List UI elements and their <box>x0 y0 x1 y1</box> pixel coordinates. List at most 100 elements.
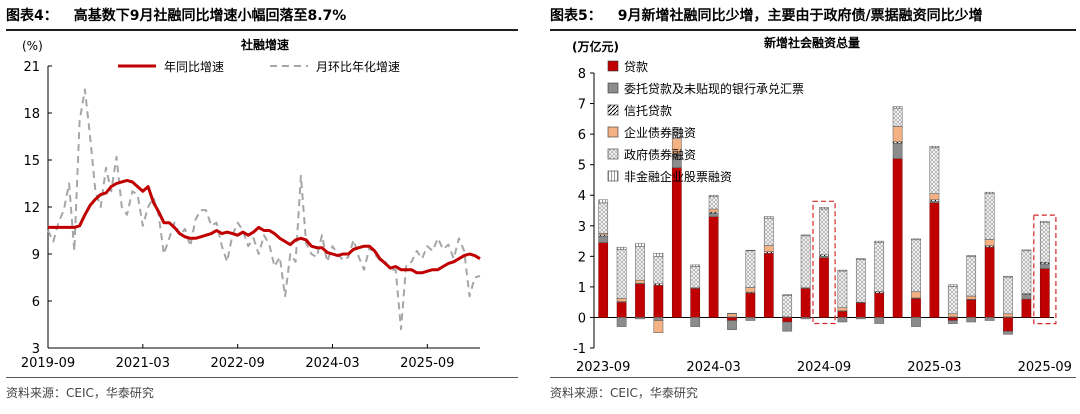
bar-segment <box>1039 222 1050 263</box>
chart-title: 社融增速 <box>240 37 289 52</box>
y-tick-label: 6 <box>578 128 586 143</box>
bar-segment <box>1021 250 1032 294</box>
bar-segment <box>874 317 885 324</box>
bar-segment <box>745 287 756 293</box>
bar-segment <box>1021 249 1032 252</box>
bar-segment <box>1003 275 1013 278</box>
bar-segment <box>653 317 664 321</box>
bar-segment <box>911 291 921 299</box>
bar-segment <box>1021 298 1032 318</box>
legend-swatch <box>607 82 619 94</box>
legend-swatch <box>607 60 619 72</box>
figure-4-title-text: 高基数下9月社融同比增速小幅回落至8.7% <box>73 8 347 24</box>
bar-segment <box>929 146 940 149</box>
y-tick-label: -1 <box>573 342 586 357</box>
bar-segment <box>1003 317 1013 332</box>
bar-segment <box>782 317 793 323</box>
bar-segment <box>635 243 645 247</box>
bar-segment <box>635 283 645 318</box>
legend-label: 政府债券融资 <box>624 147 696 162</box>
bar-segment <box>745 317 756 321</box>
x-tick-label: 2025-03 <box>907 360 961 375</box>
bar-segment <box>819 208 829 256</box>
bar-segment <box>800 317 811 320</box>
bar-segment <box>598 202 609 234</box>
x-tick-label: 2025-09 <box>1018 360 1072 375</box>
bar-segment <box>1003 313 1013 318</box>
bar-segment <box>984 239 995 246</box>
bar-segment <box>708 196 719 210</box>
figure-5-title-text: 9月新增社融同比少增，主要由于政府债/票据融资同比少增 <box>617 8 983 24</box>
bar-segment <box>727 313 737 318</box>
bar-segment <box>690 317 701 327</box>
bar-segment <box>763 217 774 246</box>
bar-segment <box>1039 220 1050 223</box>
bar-segment <box>819 257 829 318</box>
bar-segment <box>966 317 977 323</box>
figure-4-title: 图表4： 高基数下9月社融同比增速小幅回落至8.7% <box>6 4 518 31</box>
y-tick-label: 2 <box>578 250 586 265</box>
mom-annualized-line <box>47 88 481 331</box>
bar-segment <box>635 317 645 320</box>
legend-label: 委托贷款及未贴现的银行承兑汇票 <box>624 81 804 96</box>
bar-segment <box>763 253 774 318</box>
bar-segment <box>727 312 737 315</box>
bar-segment <box>616 246 627 250</box>
bar-segment <box>690 266 701 289</box>
y-tick-label: 0 <box>578 311 586 326</box>
bar-segment <box>892 143 903 159</box>
bar-segment <box>855 317 866 320</box>
y-tick-label: 3 <box>578 220 586 235</box>
bar-segment <box>671 167 682 318</box>
bar-segment <box>1003 276 1013 315</box>
bar-segment <box>727 317 737 321</box>
bar-segment <box>966 255 977 257</box>
figure-5-source: 资料来源：CEIC，华泰研究 <box>550 377 1076 408</box>
y-tick-label: 5 <box>578 159 586 174</box>
bar-segment <box>800 234 811 237</box>
bar-segment <box>837 317 848 323</box>
bar-segment <box>745 292 756 318</box>
bar-segment <box>635 246 645 281</box>
bar-segment <box>1039 268 1050 318</box>
bar-segment <box>874 292 885 318</box>
bar-segment <box>800 288 811 318</box>
bar-segment <box>745 250 756 288</box>
x-tick-label: 2019-09 <box>21 356 75 371</box>
bar-segment <box>1003 330 1013 335</box>
legend-label: 企业债券融资 <box>624 125 696 140</box>
bar-segment <box>947 317 958 321</box>
bar-segment <box>855 258 866 260</box>
x-tick-label: 2023-09 <box>576 360 630 375</box>
y-axis-label: (%) <box>22 39 43 53</box>
bar-segment <box>911 238 921 241</box>
x-tick-label: 2024-03 <box>686 360 740 375</box>
bar-segment <box>616 317 627 327</box>
bar-segment <box>763 216 774 219</box>
legend-label: 非金融企业股票融资 <box>624 169 732 184</box>
bar-segment <box>763 245 774 252</box>
bar-segment <box>911 298 921 318</box>
growth-line-chart: 3 6 9 12 15 18 21 2019-09 2021-03 2022-09 2024-03 2… <box>21 37 481 371</box>
bar-segment <box>855 259 866 303</box>
figure-5-title: 图表5： 9月新增社融同比少增，主要由于政府债/票据融资同比少增 <box>550 4 1076 31</box>
y-axis-label: (万亿元) <box>572 39 619 54</box>
figure-4-source: 资料来源：CEIC，华泰研究 <box>6 377 518 408</box>
y-tick-label: 18 <box>23 107 40 122</box>
bar-segment <box>671 127 682 130</box>
bar-segment <box>745 249 756 252</box>
bar-segment <box>892 158 903 318</box>
figure-4-number: 图表4： <box>6 8 58 24</box>
bar-segment <box>874 240 885 243</box>
bar-segment <box>653 256 664 285</box>
bar-segment <box>616 301 627 318</box>
y-tick-label: 1 <box>578 281 586 296</box>
bar-segment <box>708 194 719 197</box>
legend-label: 贷款 <box>624 60 648 74</box>
bar-segment <box>855 302 866 318</box>
y-tick-label: 12 <box>23 201 40 216</box>
y-tick-label: 6 <box>32 295 40 310</box>
legend-swatch <box>607 148 619 160</box>
bar-segment <box>800 235 811 289</box>
bar-segment <box>598 236 609 243</box>
